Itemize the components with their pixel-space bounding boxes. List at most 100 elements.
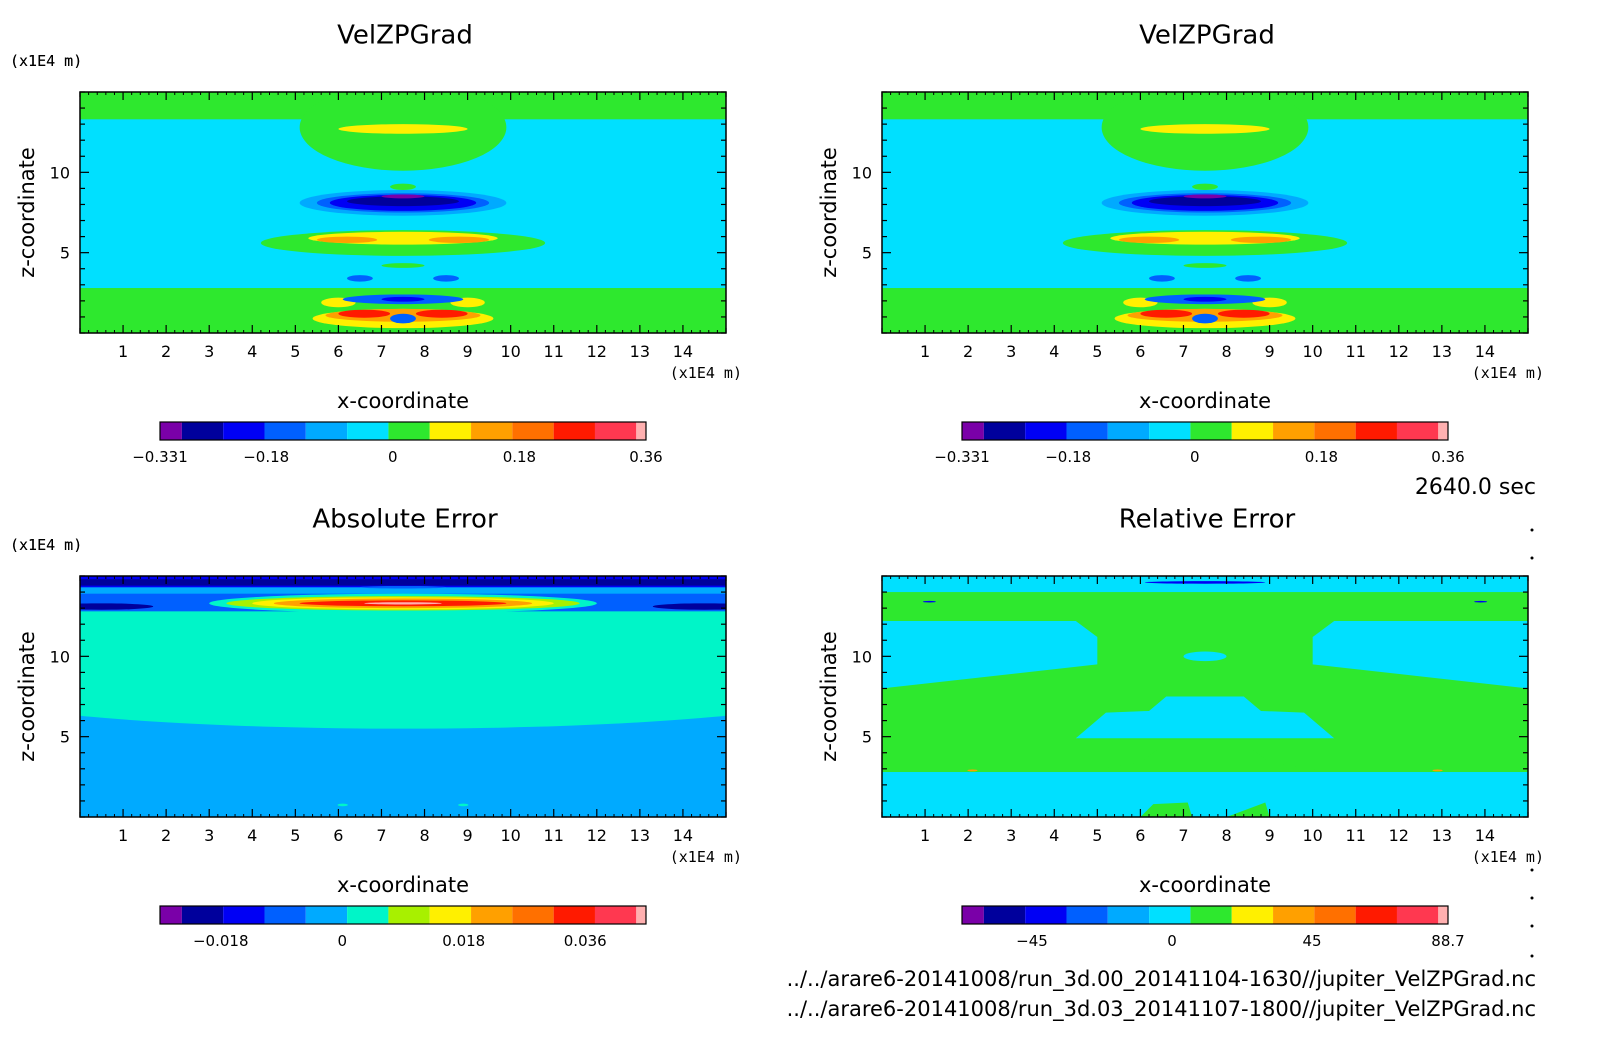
- contour-region: [1149, 275, 1175, 282]
- x-tick-label: 1: [920, 342, 930, 361]
- contour-region: [1149, 196, 1261, 207]
- colorbar-swatch: [1149, 422, 1191, 440]
- y-tick-label: 5: [862, 244, 872, 263]
- x-tick-label: 13: [1432, 826, 1452, 845]
- colorbar-swatch: [181, 422, 224, 440]
- plot-frame: [79, 91, 727, 334]
- colorbar-swatch: [160, 422, 182, 440]
- x-axis-label: x-coordinate: [337, 389, 469, 413]
- x-tick-label: 6: [1135, 342, 1145, 361]
- colorbar-swatch: [512, 422, 554, 440]
- colorbar-swatch: [305, 422, 348, 440]
- x-tick-label: 10: [1302, 342, 1322, 361]
- colorbar-swatch: [429, 906, 472, 924]
- x-tick-label: 13: [630, 342, 650, 361]
- contour-region: [1140, 124, 1270, 134]
- x-tick-label: 11: [544, 342, 564, 361]
- x-tick-label: 1: [920, 826, 930, 845]
- colorbar-swatch: [160, 906, 182, 924]
- contour-region: [1192, 313, 1218, 324]
- colorbar-label: −45: [1016, 932, 1048, 950]
- colorbar-swatch: [388, 906, 430, 924]
- y-axis: 5 10: [50, 91, 726, 334]
- colorbar-label: 0: [1167, 932, 1177, 950]
- y-unit-label: (x1E4 m): [10, 52, 82, 70]
- contour-region: [922, 600, 936, 603]
- colorbar-swatch: [1314, 422, 1356, 440]
- edge-dot: [1530, 528, 1534, 532]
- plot-title: VelZPGrad: [337, 21, 473, 51]
- colorbar-swatch: [1355, 906, 1397, 924]
- file-path-2: ../../arare6-20141008/run_3d.03_20141107…: [787, 997, 1536, 1022]
- contour-region: [415, 309, 468, 318]
- x-tick-label: 14: [673, 826, 693, 845]
- y-tick-label: 10: [50, 647, 70, 666]
- contour-region: [1192, 183, 1218, 191]
- contour-region: [1183, 194, 1227, 199]
- contour-region: [1179, 712, 1231, 723]
- x-axis-label: x-coordinate: [1139, 873, 1271, 897]
- colorbar-swatch: [594, 422, 637, 440]
- x-tick-label: 14: [1475, 826, 1495, 845]
- colorbar-label: −0.18: [1045, 448, 1091, 466]
- y-axis: 5 10: [852, 91, 1528, 334]
- y-tick-label: 5: [862, 728, 872, 747]
- colorbar-swatch: [223, 906, 265, 924]
- x-axis-label: x-coordinate: [337, 873, 469, 897]
- contour-region: [1217, 309, 1270, 318]
- contour-region: [652, 603, 726, 610]
- x-unit-label: (x1E4 m): [1472, 364, 1544, 382]
- y-axis: 5 10: [852, 575, 1528, 818]
- colorbar: −45 0 45 88.7: [961, 905, 1465, 950]
- x-tick-label: 5: [290, 342, 300, 361]
- x-tick-label: 9: [463, 342, 473, 361]
- x-tick-label: 7: [376, 826, 386, 845]
- contour-region: [1474, 600, 1488, 603]
- colorbar-label: −0.18: [243, 448, 289, 466]
- colorbar-swatch: [1190, 422, 1232, 440]
- contour-region: [882, 772, 1528, 817]
- contour-region: [1432, 769, 1443, 772]
- contour-region: [390, 183, 416, 191]
- colorbar-swatch: [1438, 422, 1448, 440]
- x-tick-label: 9: [1265, 342, 1275, 361]
- x-tick-label: 8: [419, 826, 429, 845]
- contour-region: [80, 579, 726, 586]
- colorbar-swatch: [264, 422, 306, 440]
- colorbar: −0.018 0 0.018 0.036: [159, 905, 647, 950]
- x-tick-label: 7: [1178, 826, 1188, 845]
- x-axis-label: x-coordinate: [1139, 389, 1271, 413]
- y-tick-label: 10: [50, 163, 70, 182]
- y-unit-label: (x1E4 m): [10, 536, 82, 554]
- colorbar-swatch: [962, 906, 984, 924]
- y-axis: 5 10: [50, 575, 726, 818]
- contour-region: [967, 769, 978, 772]
- colorbar-swatch: [1107, 422, 1150, 440]
- x-tick-label: 2: [161, 826, 171, 845]
- x-tick-label: 12: [587, 342, 607, 361]
- x-tick-label: 3: [204, 826, 214, 845]
- contour-region: [381, 263, 425, 268]
- colorbar-label: 0.18: [503, 448, 536, 466]
- colorbar-label: 88.7: [1431, 932, 1464, 950]
- colorbar-swatch: [471, 422, 513, 440]
- x-tick-label: 1: [118, 826, 128, 845]
- contour-region: [338, 124, 468, 134]
- colorbar-label: 0: [1190, 448, 1200, 466]
- contour-region: [1235, 275, 1261, 282]
- y-tick-label: 10: [852, 163, 872, 182]
- panel-1: VelZPGrad(x1E4 m)1 2 3 4 5 6 7 8 9 10 11 12 13 14(x1E…: [10, 21, 742, 467]
- contour-region: [1118, 236, 1180, 244]
- colorbar-label: 0: [388, 448, 398, 466]
- contour-region: [359, 585, 447, 589]
- x-unit-label: (x1E4 m): [1472, 848, 1544, 866]
- x-tick-label: 8: [1221, 342, 1231, 361]
- colorbar-swatch: [1107, 906, 1150, 924]
- x-axis: 1 2 3 4 5 6 7 8 9 10 11 12 13 14: [79, 576, 727, 845]
- contour-region: [80, 587, 726, 594]
- colorbar-swatch: [512, 906, 554, 924]
- contour-region: [80, 603, 154, 610]
- x-tick-label: 3: [1006, 342, 1016, 361]
- colorbar-swatch: [1314, 906, 1356, 924]
